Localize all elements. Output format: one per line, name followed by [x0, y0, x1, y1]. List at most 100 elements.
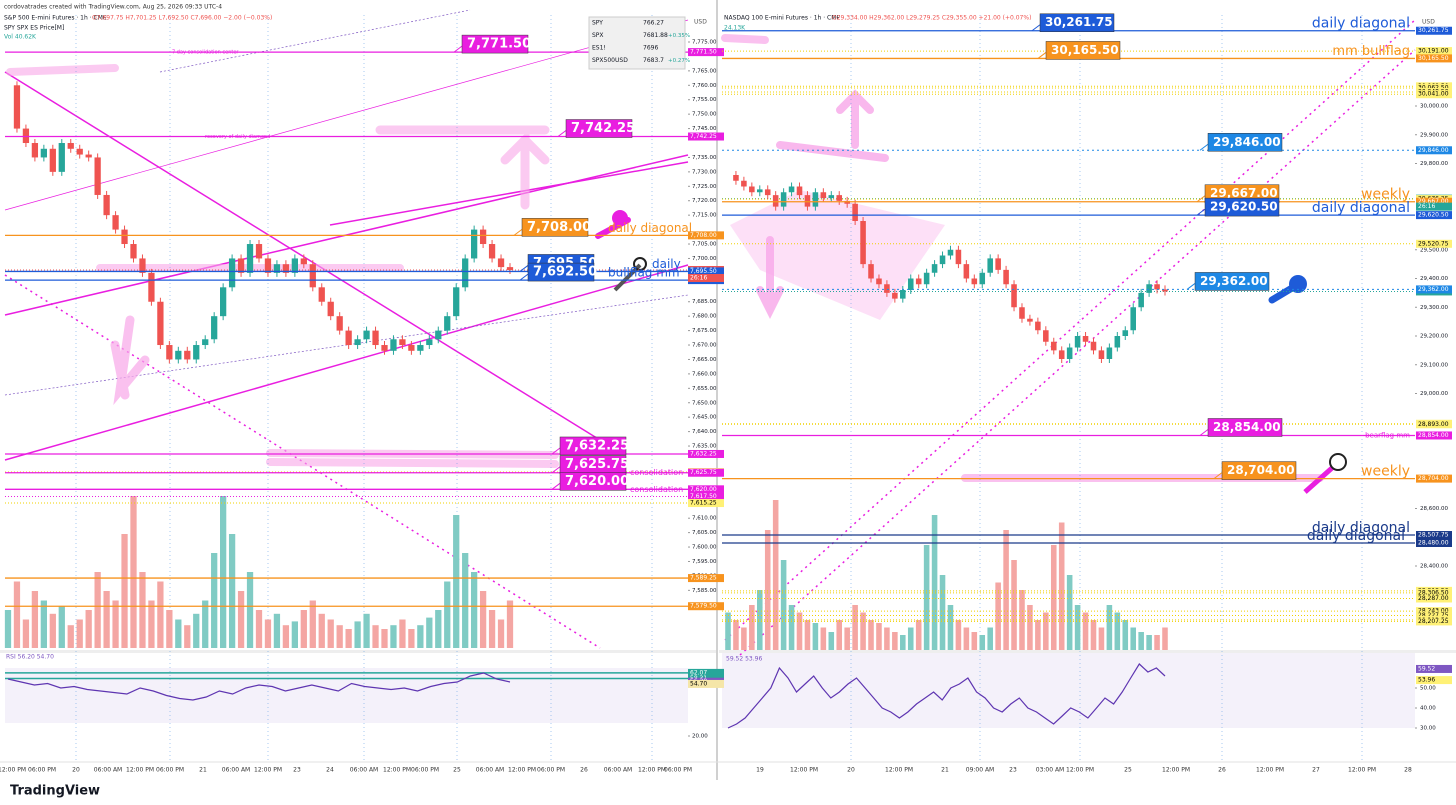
countdown: 26:16	[1418, 203, 1435, 210]
candle	[40, 148, 47, 158]
axis-tag-label: 7,708.00	[690, 232, 717, 239]
time-label: 27	[1312, 767, 1320, 774]
rsi-tick-label: 40.00	[1420, 706, 1436, 712]
y-tick-label: 7,735.00	[692, 155, 717, 161]
price-flag-label: 28,854.00	[1213, 420, 1281, 434]
candle	[166, 345, 173, 360]
time-label: 06:00 PM	[28, 767, 56, 774]
level-note: daily diagonal	[1312, 16, 1410, 32]
volume-bar	[1154, 635, 1160, 650]
axis-tag	[1416, 47, 1452, 56]
candle	[506, 267, 514, 270]
time-label: 20	[847, 767, 855, 774]
candle	[963, 264, 970, 279]
volume-bar	[1098, 627, 1105, 650]
volume-bar	[399, 619, 406, 648]
candle	[749, 186, 755, 193]
volume-bar	[121, 534, 128, 648]
volume-bar	[1066, 575, 1073, 650]
volume-bar	[1146, 635, 1152, 650]
volume-bar	[900, 635, 906, 650]
key-icon	[1268, 284, 1296, 304]
volume-bar	[417, 625, 424, 648]
candle	[876, 278, 882, 285]
candle	[237, 258, 245, 273]
y-tick-label: 7,715.00	[692, 213, 717, 219]
time-label: 25	[453, 767, 461, 774]
candle	[836, 195, 843, 201]
volume-bar	[1106, 605, 1113, 650]
axis-tag	[688, 499, 724, 508]
y-tick-label: 7,760.00	[692, 83, 717, 89]
price-flag-label: 30,165.50	[1051, 43, 1119, 57]
volume-bar	[939, 575, 946, 650]
candle	[22, 128, 30, 144]
price-flag-label: 29,846.00	[1213, 135, 1281, 149]
axis-tag-label: 28,207.25	[1418, 618, 1449, 625]
axis-tag-label: 28,854.00	[1418, 432, 1449, 439]
footer-logo: TradingView	[10, 784, 100, 799]
candle	[300, 258, 307, 265]
level-note: mm bullflag	[1332, 44, 1410, 59]
time-label: 09:00 AM	[966, 767, 994, 774]
volume-bar	[741, 627, 747, 650]
candle	[757, 189, 763, 193]
axis-tag-label: 30,041.00	[1418, 91, 1449, 98]
candle	[923, 272, 930, 285]
volume-bar	[907, 627, 914, 650]
flag-leader	[1196, 195, 1206, 203]
time-label: 26	[1218, 767, 1226, 774]
candle	[1066, 347, 1073, 359]
volume-bar	[1058, 522, 1065, 650]
price-flag	[461, 34, 529, 54]
volume-bar	[780, 560, 787, 650]
volume-bar	[733, 620, 739, 650]
volume-bar	[725, 612, 731, 650]
volume-bar	[931, 515, 938, 650]
candle	[497, 258, 505, 268]
candle	[1162, 289, 1168, 292]
candle	[462, 258, 469, 288]
candle	[955, 249, 962, 265]
time-label: 23	[1009, 767, 1017, 774]
price-flag-label: 30,261.75	[1045, 15, 1113, 29]
rsi-tag	[1416, 676, 1452, 685]
flag-leader	[557, 130, 567, 137]
pane-separator	[719, 650, 1456, 653]
y-tick-label: 29,300.00	[1420, 305, 1448, 311]
candle	[812, 192, 819, 207]
volume-bar	[479, 591, 487, 648]
volume-bar	[1019, 590, 1025, 650]
axis-tag-label: 28,306.50	[1418, 589, 1449, 596]
ohlc: O7,697.75 H7,701.25 L7,692.50 C7,696.00 …	[92, 15, 272, 22]
volume-bar	[103, 591, 110, 648]
candle	[175, 350, 182, 360]
axis-tag-label: 7,771.50	[690, 49, 717, 56]
axis-tag	[1416, 539, 1452, 547]
axis-tag	[688, 574, 724, 583]
y-tick-label: 7,745.00	[692, 126, 717, 132]
candle	[67, 143, 74, 149]
volume-bar	[58, 606, 65, 648]
y-tick-label: 7,645.00	[692, 415, 717, 421]
overlay-title: SPY SPX ES Price[M]	[4, 25, 64, 32]
candle	[995, 258, 1001, 270]
volume-bar	[40, 600, 47, 648]
volume-bar	[1027, 605, 1033, 650]
time-label: 12:00 PM	[1348, 767, 1376, 774]
volume-bar	[852, 605, 858, 650]
y-tick-label: 28,600.00	[1420, 506, 1448, 512]
level-note: daily	[652, 257, 681, 271]
y-tick-label: 7,600.00	[692, 545, 717, 551]
candle	[76, 148, 83, 155]
axis-tag-label: 30,191.00	[1418, 48, 1449, 55]
candle	[1082, 336, 1089, 342]
axis-tag	[688, 231, 724, 240]
y-tick-label: 7,605.00	[692, 530, 717, 536]
watchlist-last: 766.27	[643, 20, 664, 27]
watchlist-symbol: SPX500USD	[592, 57, 628, 64]
candle	[471, 229, 478, 259]
level-note: daily diagonal	[1307, 528, 1405, 544]
trendline	[724, 19, 1416, 641]
candle	[148, 272, 155, 302]
